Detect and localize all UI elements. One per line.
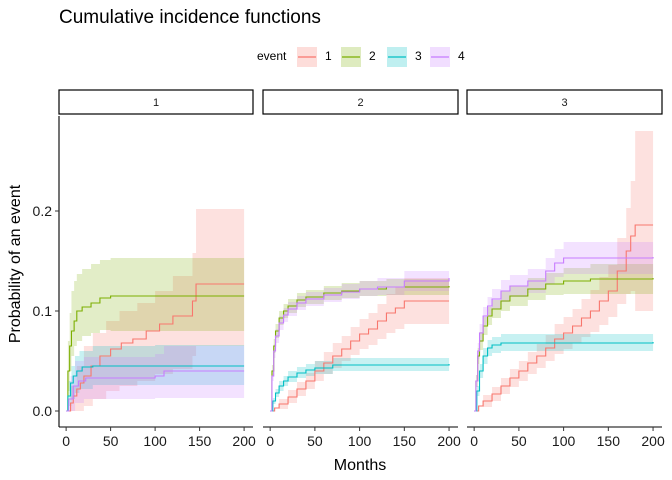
ci-ribbon-event-4 [474, 236, 654, 411]
x-tick-label: 200 [641, 433, 665, 449]
x-tick-label: 50 [103, 433, 119, 449]
panel-1: 1 0 50 100 150 200 0.0 0.1 0.2 [33, 89, 256, 449]
legend-title: event [257, 49, 287, 63]
y-tick-label: 0.2 [33, 203, 53, 219]
x-tick-label: 50 [511, 433, 527, 449]
x-tick-label: 100 [552, 433, 576, 449]
x-tick-label: 150 [393, 433, 417, 449]
x-tick-label: 0 [266, 433, 274, 449]
legend-label: 2 [369, 49, 376, 63]
x-axis-title: Months [334, 457, 386, 474]
cif-line-event-1 [66, 283, 245, 412]
legend-entry-4: 4 [430, 47, 465, 67]
x-tick-label: 150 [597, 433, 621, 449]
facet-strip [466, 89, 663, 115]
cif-line-event-3 [270, 364, 450, 412]
ci-ribbon-event-2 [270, 276, 450, 411]
facet-strip-label: 1 [153, 97, 159, 109]
x-tick-label: 200 [437, 433, 461, 449]
x-tick-label: 200 [232, 433, 256, 449]
legend: event 1 2 3 4 [257, 47, 465, 67]
ci-ribbon-event-3 [474, 328, 654, 411]
legend-entry-1: 1 [297, 47, 332, 67]
facet-strip-label: 3 [561, 97, 567, 109]
ci-ribbon-event-1 [66, 209, 245, 411]
y-axis-title: Probability of an event [7, 184, 24, 343]
x-tick-label: 100 [348, 433, 372, 449]
facet-strip [262, 89, 459, 115]
cif-line-event-4 [270, 278, 450, 412]
x-tick-label: 50 [307, 433, 323, 449]
cif-line-event-3 [66, 365, 245, 412]
x-tick-label: 0 [470, 433, 478, 449]
ci-ribbon-event-4 [270, 268, 450, 411]
y-tick-label: 0.1 [33, 303, 53, 319]
cif-line-event-3 [474, 342, 654, 412]
cif-line-event-4 [474, 257, 654, 412]
y-tick-label: 0.0 [33, 403, 53, 419]
panel-3: 3 0 50 100 150 200 [466, 89, 665, 449]
legend-label: 1 [325, 49, 332, 63]
legend-label: 4 [458, 49, 465, 63]
cif-line-event-4 [66, 370, 245, 412]
cif-line-event-1 [474, 224, 654, 412]
legend-entry-3: 3 [387, 47, 422, 67]
x-tick-label: 0 [62, 433, 70, 449]
legend-entry-2: 2 [341, 47, 376, 67]
cif-line-event-2 [66, 295, 245, 412]
facet-strip-label: 2 [357, 97, 363, 109]
x-tick-label: 100 [143, 433, 167, 449]
x-tick-label: 150 [188, 433, 212, 449]
panel-2: 2 0 50 100 150 200 [262, 89, 461, 449]
cif-line-event-2 [474, 278, 654, 412]
legend-label: 3 [415, 49, 422, 63]
facet-strip [58, 89, 254, 115]
ci-ribbon-event-2 [474, 259, 654, 411]
cif-line-event-1 [270, 300, 450, 412]
ci-ribbon-event-2 [66, 256, 245, 411]
chart-title: Cumulative incidence functions [59, 7, 321, 28]
